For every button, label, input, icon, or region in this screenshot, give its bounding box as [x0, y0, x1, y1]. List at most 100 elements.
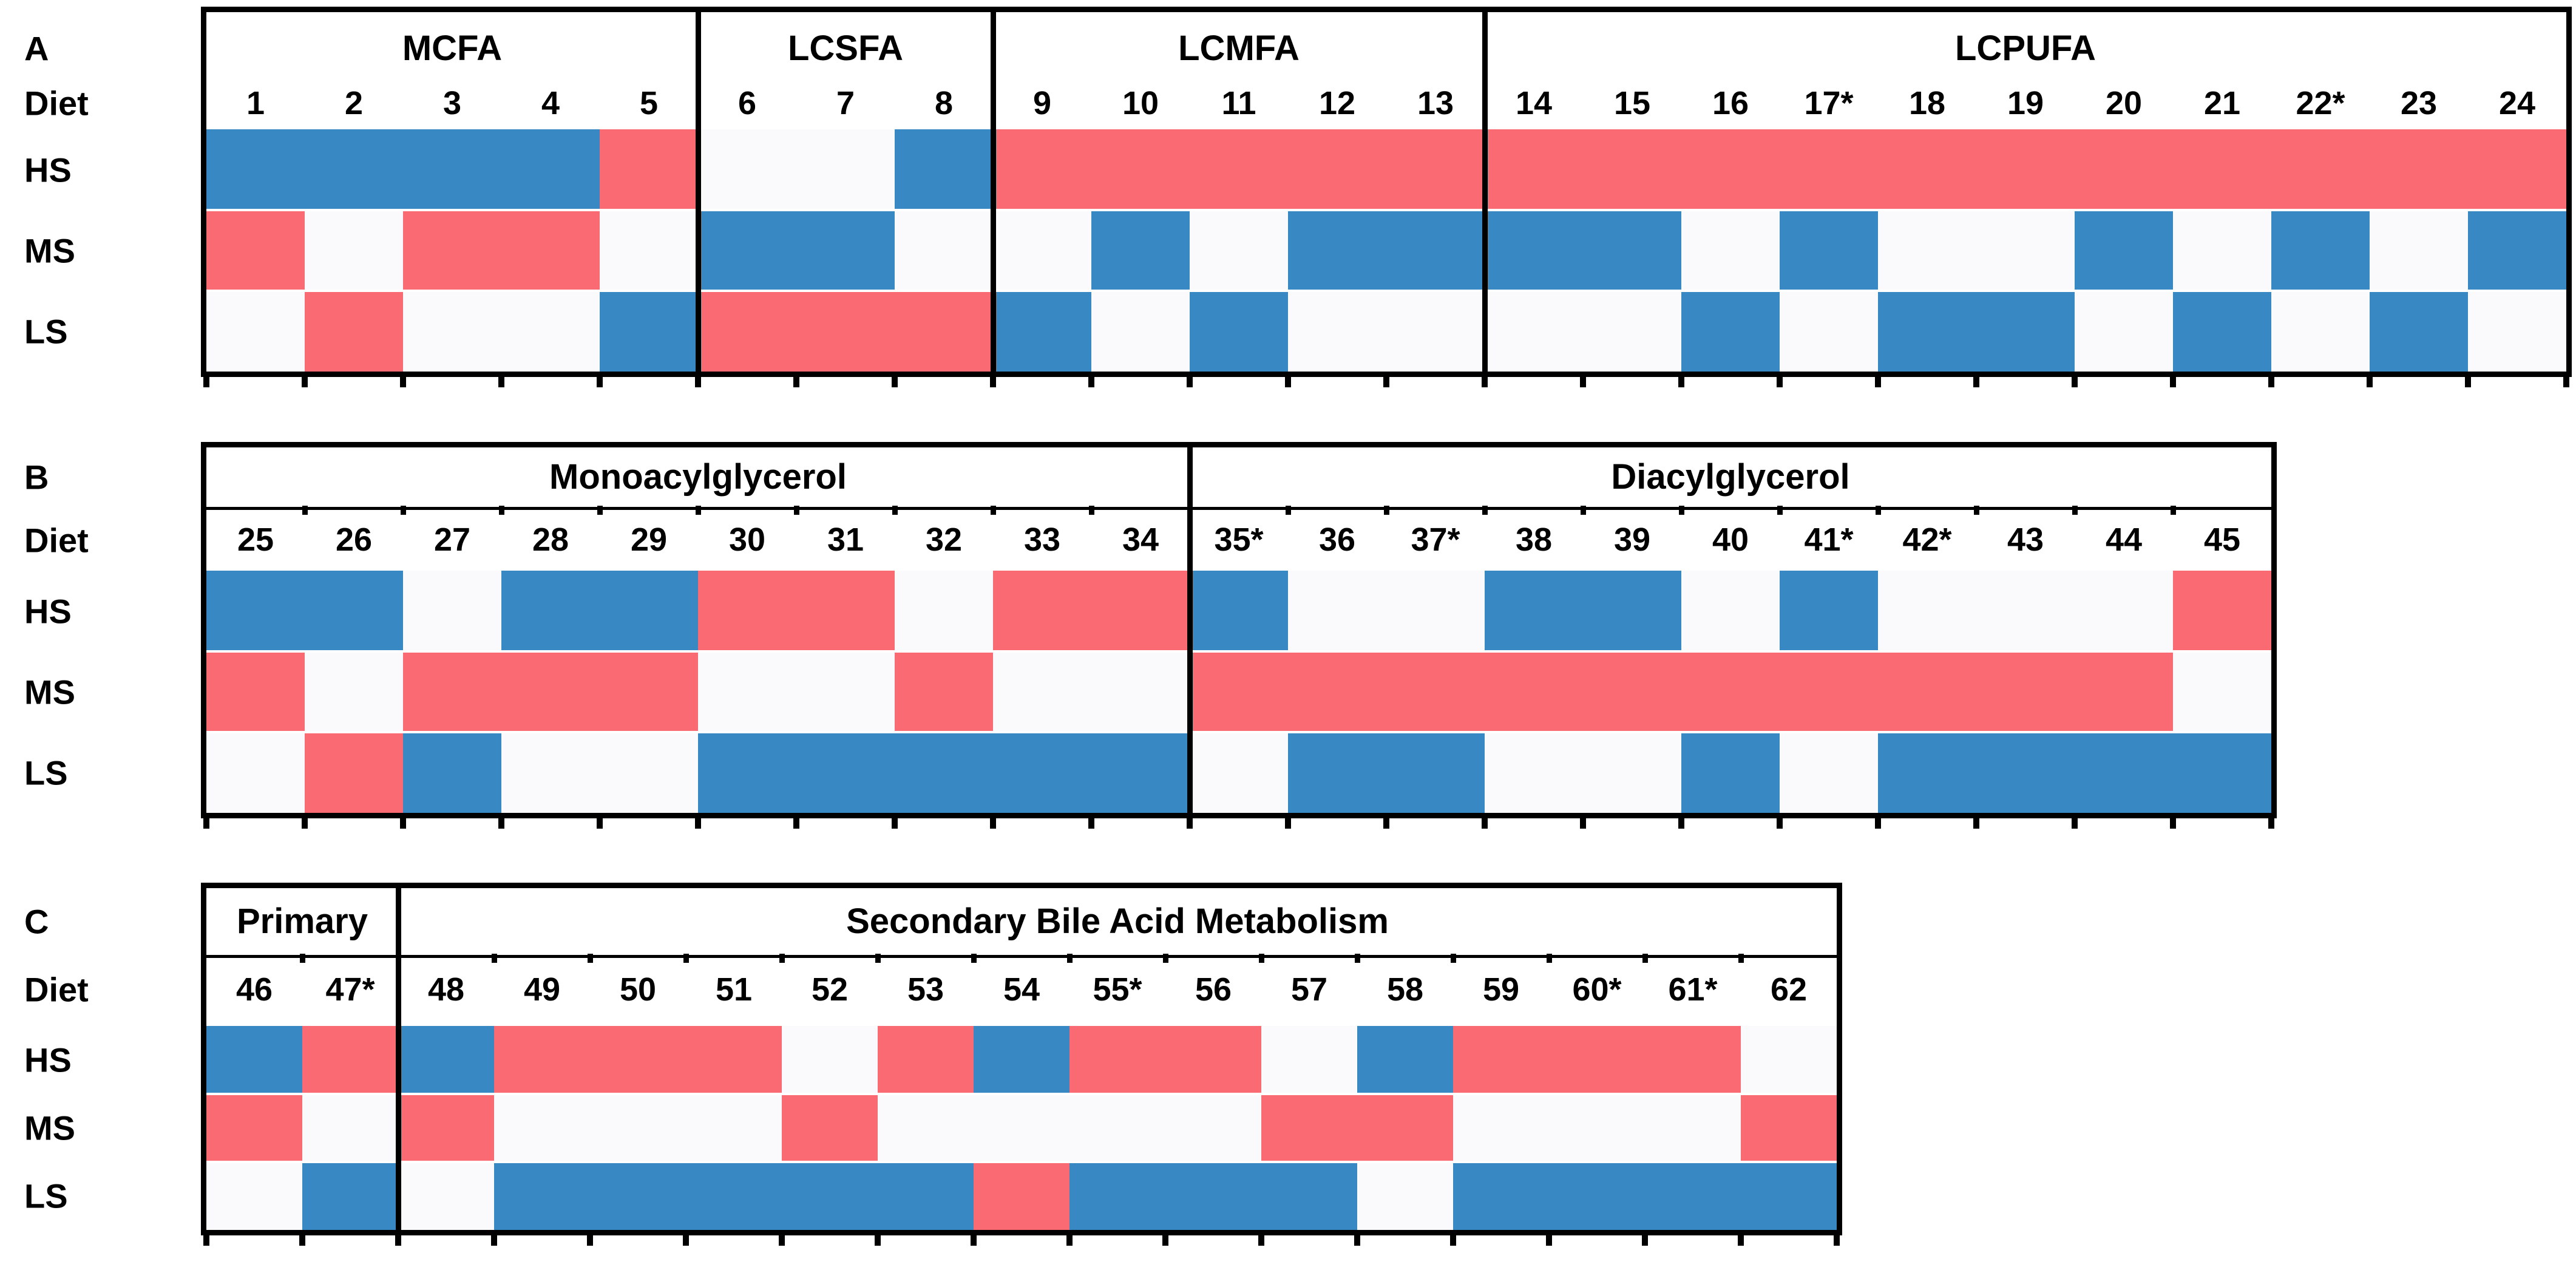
column-tick	[1383, 372, 1389, 387]
column-tick	[1777, 372, 1783, 387]
diet-number: 54	[1003, 971, 1040, 1008]
column-tick	[2072, 813, 2078, 829]
diet-number: 20	[2105, 85, 2143, 121]
underline-tick	[1547, 954, 1552, 963]
heatmap-cell	[1386, 571, 1485, 651]
underline-tick	[1642, 954, 1648, 963]
heatmap-cell	[206, 1094, 302, 1162]
column-tick	[395, 1230, 401, 1246]
heatmap-cell	[305, 571, 403, 651]
diet-number: 55*	[1093, 971, 1142, 1008]
heatmap-cell	[1583, 651, 1681, 732]
heatmap-cell	[590, 1094, 686, 1162]
heatmap-cell	[590, 1162, 686, 1230]
heatmap-cell	[1485, 291, 1583, 372]
heatmap-cell	[796, 651, 895, 732]
heatmap-cell	[1357, 1162, 1453, 1230]
underline-tick	[2072, 506, 2078, 515]
heatmap-cell	[2075, 732, 2173, 813]
underline-tick	[875, 954, 881, 963]
heatmap-cell	[206, 210, 305, 291]
heatmap-cell	[2468, 210, 2566, 291]
diet-number: 57	[1290, 971, 1328, 1008]
heatmap-cell	[1190, 732, 1288, 813]
column-tick	[779, 1230, 785, 1246]
diet-number: 41*	[1804, 521, 1854, 558]
column-tick	[203, 813, 209, 829]
diet-number: 43	[2007, 521, 2044, 558]
heatmap-cell	[796, 571, 895, 651]
heatmap-cell	[1549, 1094, 1645, 1162]
heatmap-cell	[501, 129, 600, 210]
column-tick	[2563, 372, 2569, 387]
column-tick	[683, 1230, 689, 1246]
diet-number: 58	[1386, 971, 1424, 1008]
heatmap-cell	[494, 1094, 590, 1162]
heatmap-cell	[1190, 651, 1288, 732]
diet-number: 47*	[325, 971, 375, 1008]
heatmap-cell	[403, 651, 501, 732]
diet-number: 59	[1482, 971, 1520, 1008]
heatmap-cell	[1357, 1026, 1453, 1094]
heatmap-cell	[698, 571, 796, 651]
heatmap-cell	[206, 291, 305, 372]
column-tick	[1875, 372, 1881, 387]
diet-number: 8	[934, 85, 954, 121]
diet-number: 7	[836, 85, 855, 121]
heatmap-cell	[206, 1026, 302, 1094]
underline-tick	[1163, 954, 1168, 963]
heatmap-cell	[1069, 1026, 1165, 1094]
underline-tick	[499, 506, 504, 515]
diet-number: 3	[442, 85, 462, 121]
diet-number: 37*	[1411, 521, 1460, 558]
heatmap-cell	[686, 1094, 782, 1162]
heatmap-row-ms	[206, 651, 2271, 732]
heatmap-cell	[1645, 1162, 1741, 1230]
heatmap-cell	[1485, 651, 1583, 732]
heatmap-cell	[782, 1094, 878, 1162]
heatmap-cell	[895, 571, 993, 651]
column-tick	[793, 813, 799, 829]
column-tick	[587, 1230, 593, 1246]
column-tick	[1187, 813, 1193, 829]
heatmap-cell	[1878, 651, 1976, 732]
underline-tick	[302, 506, 308, 515]
column-tick	[1834, 1230, 1840, 1246]
heatmap-cell	[1288, 129, 1386, 210]
heatmap-row-ls	[206, 732, 2271, 813]
diet-number-row: 1 2 3 4 5 6 7 8 9 10 11 12 13 14 15 16 17* 18 19 20 21 22* 23 2…	[206, 76, 2566, 131]
underline-tick	[300, 954, 305, 963]
diet-number: 42*	[1902, 521, 1952, 558]
heatmap-cell	[698, 651, 796, 732]
section-header: LCSFA	[787, 29, 904, 68]
heatmap-cell	[2075, 129, 2173, 210]
heatmap-cell	[1386, 210, 1485, 291]
column-tick	[1354, 1230, 1360, 1246]
section-header: Secondary Bile Acid Metabolism	[846, 902, 1389, 941]
heatmap-cell	[974, 1162, 1069, 1230]
row-separator	[206, 731, 2271, 733]
column-tick	[491, 1230, 497, 1246]
panel-A-table: MCFA LCSFA LCMFA LCPUFA 1 2 3 4 5 6 7 8 9 10 11 12 13 14 1…	[201, 7, 2572, 387]
column-tick	[1258, 1230, 1264, 1246]
row-label-ms: MS	[24, 673, 75, 711]
heatmap-cell	[2173, 129, 2271, 210]
diet-number: 11	[1221, 85, 1256, 121]
heatmap-cell	[1741, 1094, 1837, 1162]
heatmap-cell	[1485, 571, 1583, 651]
underline-tick	[1355, 954, 1360, 963]
heatmap-cell	[2271, 291, 2370, 372]
column-tick	[1285, 813, 1291, 829]
column-tick	[2170, 372, 2176, 387]
heatmap-cell	[686, 1026, 782, 1094]
heatmap-cell	[1976, 291, 2075, 372]
diet-number: 9	[1032, 85, 1052, 121]
row-label-ls: LS	[24, 753, 68, 792]
heatmap-cell	[993, 651, 1091, 732]
diet-number: 49	[523, 971, 561, 1008]
diet-axis-label: Diet	[24, 84, 89, 123]
row-label-hs: HS	[24, 151, 72, 189]
section-divider	[1482, 12, 1488, 372]
column-tick	[1580, 372, 1586, 387]
section-header: MCFA	[402, 29, 503, 68]
